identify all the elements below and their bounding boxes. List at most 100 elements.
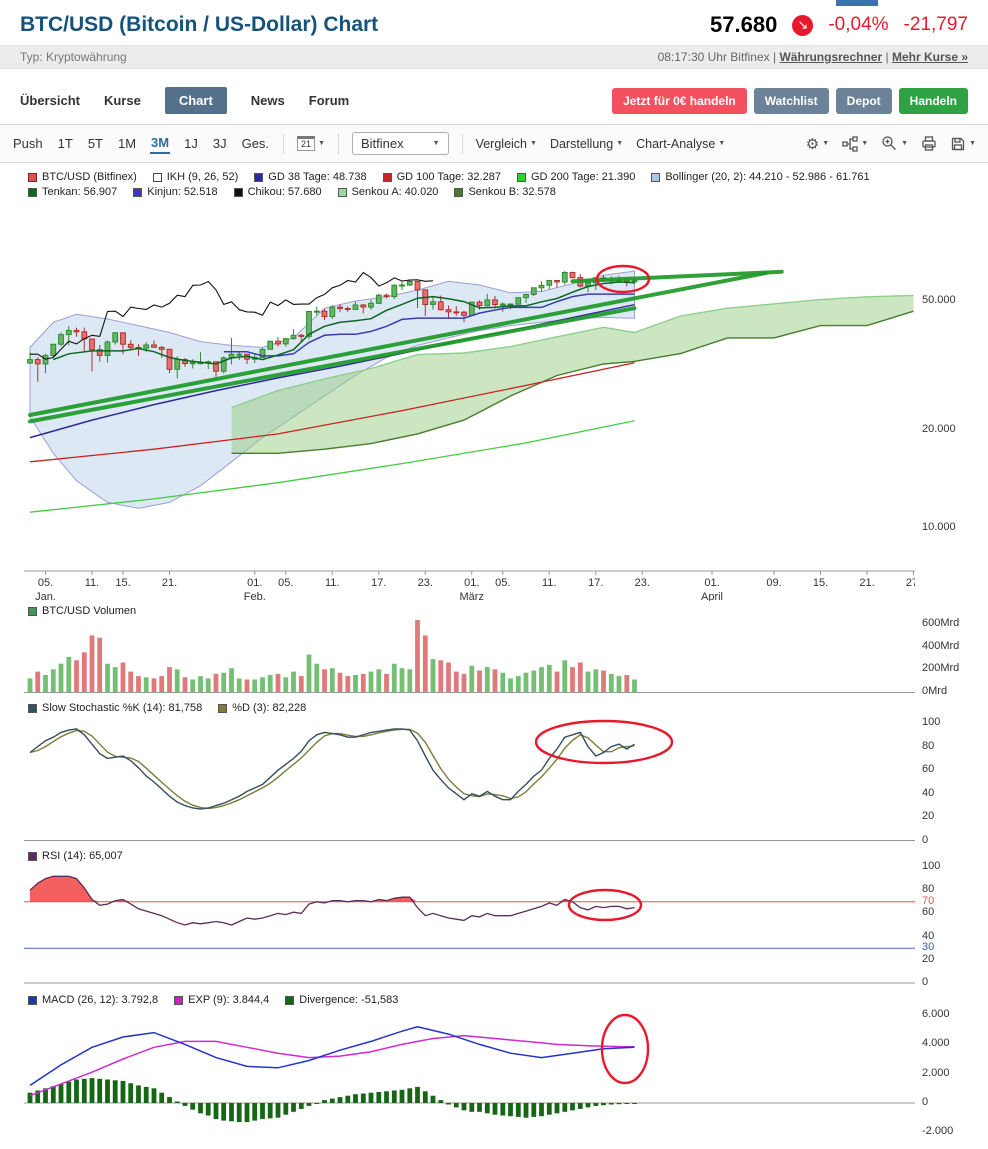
svg-text:01.: 01. — [464, 577, 479, 589]
volume-legend: BTC/USD Volumen — [0, 605, 988, 617]
main-price-chart[interactable]: 05. Jan. 11. 15. 21. 01. Feb. 05. 11. 17. 23. 01. Mä… — [24, 201, 988, 601]
handeln-button[interactable]: Handeln — [898, 87, 968, 114]
tab-forum[interactable]: Forum — [308, 93, 350, 108]
legend-item: Slow Stochastic %K (14): 81,758 — [28, 702, 202, 714]
y-axis-label: 100 — [922, 860, 941, 872]
gear-icon: ⚙ — [805, 135, 820, 153]
range-5t[interactable]: 5T — [87, 136, 103, 151]
legend-label: %D (3): 82,228 — [232, 702, 307, 714]
quote-time: 08:17:30 Uhr Bitfinex — [657, 50, 770, 64]
more-prices-link[interactable]: Mehr Kurse » — [891, 50, 968, 64]
legend-swatch — [233, 187, 243, 197]
y-axis-label: 50.000 — [922, 294, 956, 306]
separator: | — [773, 50, 777, 64]
menu-label: Darstellung — [549, 136, 614, 151]
divider — [338, 133, 339, 154]
legend-label: Divergence: -51,583 — [299, 994, 399, 1006]
menu-label: Vergleich — [475, 136, 528, 151]
legend-label: Kinjun: 52.518 — [147, 186, 218, 198]
menu-vergleich[interactable]: Vergleich ▼ — [476, 137, 537, 151]
legend-swatch — [28, 995, 37, 1005]
depot-button[interactable]: Depot — [835, 87, 892, 114]
legend-label: GD 38 Tage: 48.738 — [268, 171, 367, 183]
indicators-icon — [842, 135, 858, 152]
legend-label: IKH (9, 26, 52) — [166, 171, 239, 183]
legend-item: EXP (9): 3.844,4 — [174, 994, 269, 1006]
y-axis-label: 20 — [922, 952, 935, 965]
legend-label: Senkou A: 40.020 — [351, 186, 439, 198]
legend-item: Senkou A: 40.020 — [337, 186, 439, 198]
tab-chart[interactable]: Chart — [164, 87, 227, 114]
svg-text:01.: 01. — [247, 577, 262, 589]
chevron-down-icon: ▼ — [530, 140, 537, 147]
y-axis-label: 100 — [922, 716, 941, 728]
svg-text:17.: 17. — [371, 577, 386, 589]
exchange-select[interactable]: Bitfinex ▼ — [352, 132, 449, 155]
print-button[interactable] — [921, 135, 937, 152]
y-axis-label: 20 — [922, 810, 935, 823]
trendline — [570, 269, 784, 284]
range-push[interactable]: Push — [13, 136, 43, 151]
chevron-down-icon: ▼ — [318, 140, 325, 147]
tab-uebersicht[interactable]: Übersicht — [20, 93, 80, 108]
y-axis-label: 0 — [922, 834, 929, 846]
legend-swatch — [152, 172, 162, 182]
y-axis-label: 60 — [922, 763, 935, 776]
volume-chart[interactable]: 600Mrd 400Mrd 200Mrd 0Mrd — [24, 617, 988, 697]
divider — [283, 133, 285, 154]
svg-text:21.: 21. — [162, 577, 177, 589]
svg-text:Jan.: Jan. — [35, 591, 56, 601]
date-range-button[interactable]: 21 ▼ — [297, 136, 325, 151]
legend-swatch — [454, 187, 464, 197]
trend-badge: ↘ — [792, 14, 814, 36]
range-1t[interactable]: 1T — [57, 136, 73, 151]
settings-button[interactable]: ⚙ ▼ — [806, 135, 829, 153]
y-axis-label: 600Mrd — [922, 617, 960, 630]
stochastic-chart[interactable]: 100 80 60 40 20 0 — [24, 716, 988, 846]
legend-label: BTC/USD (Bitfinex) — [42, 171, 137, 183]
macd-chart[interactable]: 6.000 4.000 2.000 0 -2.000 — [24, 1008, 988, 1142]
indicators-button[interactable]: ▼ — [842, 135, 868, 152]
range-1j[interactable]: 1J — [184, 136, 198, 151]
legend-item: Chikou: 57.680 — [233, 186, 322, 198]
header: BTC/USD (Bitcoin / US-Dollar) Chart 57.6… — [0, 0, 988, 45]
svg-text:23.: 23. — [635, 577, 650, 589]
y-axis-label: 2.000 — [922, 1066, 950, 1079]
range-3m[interactable]: 3M — [150, 133, 171, 154]
y-axis-label: 40 — [922, 929, 935, 942]
svg-text:April: April — [701, 591, 723, 601]
menu-chart-analyse[interactable]: Chart-Analyse ▼ — [636, 137, 725, 151]
menu-darstellung[interactable]: Darstellung ▼ — [550, 137, 623, 151]
y-axis-label: 40 — [922, 786, 935, 799]
currency-calculator-link[interactable]: Währungsrechner — [779, 50, 883, 64]
legend-swatch — [651, 172, 661, 182]
zoom-button[interactable]: ▼ — [881, 135, 908, 152]
tab-news[interactable]: News — [250, 93, 285, 108]
chevron-down-icon: ▼ — [822, 140, 830, 147]
divider — [461, 133, 463, 154]
watchlist-button[interactable]: Watchlist — [753, 87, 829, 114]
y-axis-label: 0 — [922, 1096, 929, 1108]
range-3j[interactable]: 3J — [212, 136, 227, 151]
annotation-ellipse — [600, 1013, 650, 1085]
range-1m[interactable]: 1M — [117, 136, 137, 151]
tab-kurse[interactable]: Kurse — [103, 93, 141, 108]
trade-free-button[interactable]: Jetzt für 0€ handeln — [612, 87, 747, 114]
svg-text:23.: 23. — [418, 577, 433, 589]
legend-swatch — [516, 172, 526, 182]
save-button[interactable]: ▼ — [950, 136, 976, 152]
svg-text:09.: 09. — [766, 577, 781, 589]
rsi-chart[interactable]: 100 80 70 60 40 30 20 0 — [24, 860, 988, 988]
legend-item: GD 200 Tage: 21.390 — [516, 171, 635, 183]
chevron-down-icon: ▼ — [718, 140, 726, 147]
y-axis-label: 200Mrd — [922, 662, 960, 675]
stochastic-legend: Slow Stochastic %K (14): 81,758 %D (3): 8… — [0, 702, 988, 714]
y-axis-label: 6.000 — [922, 1008, 950, 1021]
change-percent: -0,04% — [828, 14, 889, 35]
range-ges[interactable]: Ges. — [241, 136, 270, 151]
meta-strip: Typ: Kryptowährung 08:17:30 Uhr Bitfinex… — [0, 45, 988, 69]
legend-label: EXP (9): 3.844,4 — [188, 994, 270, 1006]
y-axis-label: 4.000 — [922, 1037, 950, 1050]
chevron-down-icon: ▼ — [901, 140, 909, 147]
